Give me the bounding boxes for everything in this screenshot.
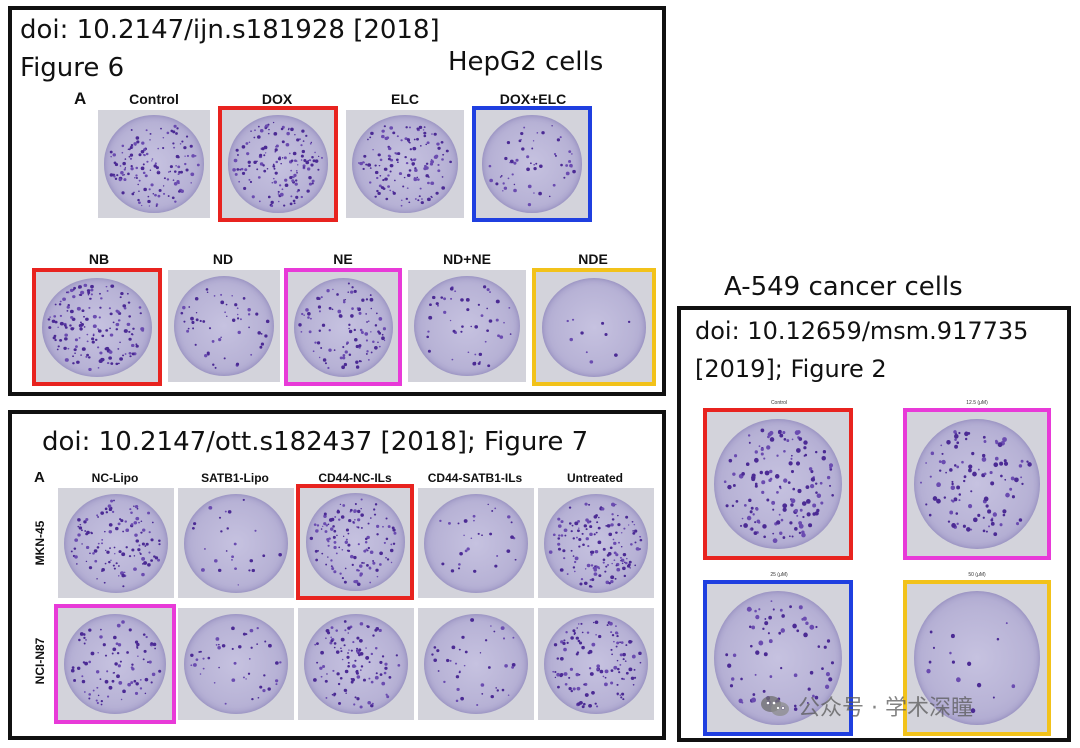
well-ncin87-untreated xyxy=(538,608,654,720)
well-nde xyxy=(532,268,656,386)
panel2-sublabel: A xyxy=(34,469,45,486)
panel1-doi-title: doi: 10.2147/ijn.s181928 [2018] xyxy=(20,15,440,45)
panel3-cell-line-label: A-549 cancer cells xyxy=(724,272,963,302)
well-label-control: Control xyxy=(770,400,788,406)
col-label-elc: ELC xyxy=(391,91,419,107)
wechat-logo-icon xyxy=(760,694,790,718)
col-label-untreated: Untreated xyxy=(566,471,623,485)
col-label-nd-ne: ND+NE xyxy=(443,251,491,267)
col-label-nc-lipo: NC-Lipo xyxy=(91,471,139,485)
well-nd xyxy=(168,270,280,382)
well-dox-elc xyxy=(472,106,592,222)
col-label-satb1-lipo: SATB1-Lipo xyxy=(201,471,269,485)
well-nd-ne xyxy=(408,270,526,382)
col-label-nd: ND xyxy=(212,251,234,267)
well-dox xyxy=(218,106,338,222)
col-label-control: Control xyxy=(129,91,179,107)
well-label-50: 50 (μM) xyxy=(968,572,986,578)
well-elc xyxy=(346,110,464,218)
well-mkn45-satb1-lipo xyxy=(178,488,294,598)
well-mkn45-cd44-satb1-ils xyxy=(418,488,534,598)
col-label-dox: DOX xyxy=(261,91,293,107)
well-ncin87-satb1-lipo xyxy=(178,608,294,720)
well-ncin87-cd44-nc-ils xyxy=(298,608,414,720)
well-mkn45-nc-lipo xyxy=(58,488,174,598)
well-a549-12-5 xyxy=(903,408,1051,560)
well-ne xyxy=(284,268,402,386)
panel3-figure-label: [2019]; Figure 2 xyxy=(695,355,887,383)
col-label-cd44-nc-ils: CD44-NC-ILs xyxy=(318,471,392,485)
well-ncin87-nc-lipo xyxy=(54,604,176,724)
well-a549-control xyxy=(703,408,853,560)
well-ncin87-cd44-satb1-ils xyxy=(418,608,534,720)
well-mkn45-untreated xyxy=(538,488,654,598)
row-label-mkn-45: MKN-45 xyxy=(33,520,47,566)
well-mkn45-cd44-nc-ils xyxy=(296,484,414,600)
well-label-25: 25 (μM) xyxy=(770,572,788,578)
panel-msm-figure-2: doi: 10.12659/msm.917735 [2019]; Figure … xyxy=(677,306,1071,742)
col-label-ne: NE xyxy=(333,251,353,267)
panel1-sublabel: A xyxy=(74,89,87,108)
col-label-cd44-satb1-ils: CD44-SATB1-ILs xyxy=(427,471,523,485)
well-label-12-5: 12.5 (μM) xyxy=(966,400,988,406)
col-label-dox-elc: DOX+ELC xyxy=(499,91,567,107)
panel1-figure-label: Figure 6 xyxy=(20,53,125,83)
col-label-nb: NB xyxy=(88,251,110,267)
watermark: 公众号 · 学术深瞳 xyxy=(760,690,973,722)
panel-ijn-figure-6: doi: 10.2147/ijn.s181928 [2018] Figure 6… xyxy=(8,6,666,396)
panel2-doi-title: doi: 10.2147/ott.s182437 [2018]; Figure … xyxy=(42,427,589,457)
col-label-nde: NDE xyxy=(578,251,608,267)
panel1-cell-line: HepG2 cells xyxy=(448,47,604,77)
panel3-doi-title: doi: 10.12659/msm.917735 xyxy=(695,317,1029,345)
row-label-nci-n87: NCI-N87 xyxy=(33,637,47,685)
panel-ott-figure-7: doi: 10.2147/ott.s182437 [2018]; Figure … xyxy=(8,410,666,740)
well-control xyxy=(98,110,210,218)
watermark-text: 公众号 · 学术深瞳 xyxy=(798,696,973,721)
well-a549-50 xyxy=(903,580,1051,736)
well-nb xyxy=(32,268,162,386)
